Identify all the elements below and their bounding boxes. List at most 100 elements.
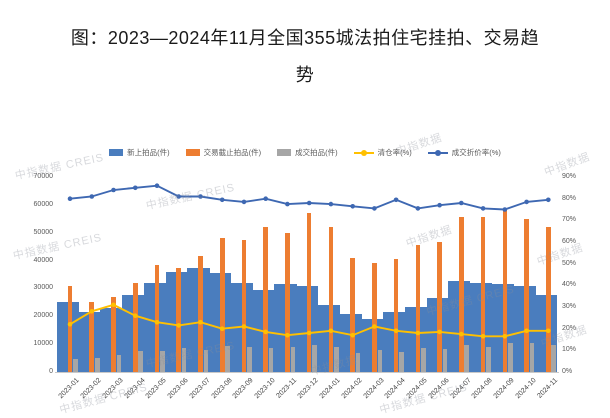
x-axis-category-label: 2023-04 (123, 377, 147, 401)
marker-成交折价率(%) (285, 201, 290, 207)
bar-成交拍品(件) (94, 358, 100, 372)
right-axis-tick-label: 10% (562, 346, 577, 354)
marker-成交折价率(%) (328, 201, 334, 207)
x-axis-category-label: 2023-06 (166, 377, 190, 401)
bar-交易截止拍品(件) (176, 267, 182, 372)
right-axis-tick-label: 20% (562, 324, 577, 332)
left-axis-tick-label: 70000 (33, 173, 53, 180)
legend-bar-swatch-icon (277, 149, 292, 156)
x-axis-category-label: 2024-11 (536, 377, 560, 400)
bar-成交拍品(件) (225, 345, 230, 372)
bar-成交拍品(件) (290, 346, 296, 372)
legend-label: 交易截止拍品(件) (203, 148, 262, 157)
right-axis-tick-label: 60% (562, 238, 577, 245)
marker-成交折价率(%) (176, 194, 181, 199)
bar-成交拍品(件) (247, 346, 252, 372)
marker-成交折价率(%) (219, 197, 225, 203)
bar-交易截止拍品(件) (285, 232, 290, 372)
bar-交易截止拍品(件) (524, 218, 529, 372)
left-axis-tick-label: 30000 (33, 284, 53, 292)
bar-成交拍品(件) (203, 349, 209, 372)
bar-交易截止拍品(件) (306, 213, 312, 372)
bar-交易截止拍品(件) (241, 239, 247, 372)
bar-成交拍品(件) (268, 348, 274, 372)
bar-交易截止拍品(件) (219, 238, 225, 372)
bar-交易截止拍品(件) (111, 296, 116, 372)
x-axis-category-label: 2023-10 (253, 377, 277, 401)
left-axis-tick-label: 60000 (33, 200, 53, 208)
marker-成交折价率(%) (241, 199, 247, 205)
legend-item-1: 交易截止拍品(件) (185, 147, 262, 158)
marker-成交折价率(%) (459, 200, 464, 206)
x-axis-category-label: 2024-03 (362, 377, 386, 401)
legend-item-2: 成交拍品(件) (277, 147, 338, 158)
x-axis-category-label: 2023-07 (188, 377, 212, 401)
left-axis-tick-label: 40000 (33, 256, 53, 264)
marker-成交折价率(%) (133, 185, 138, 191)
bar-交易截止拍品(件) (67, 285, 73, 372)
right-axis-tick-label: 30% (562, 303, 577, 310)
marker-成交折价率(%) (89, 194, 95, 199)
bar-成交拍品(件) (464, 344, 470, 372)
marker-成交折价率(%) (154, 183, 160, 188)
bar-交易截止拍品(件) (459, 217, 464, 372)
bar-交易截止拍品(件) (502, 210, 508, 372)
marker-成交折价率(%) (350, 204, 356, 209)
marker-成交折价率(%) (306, 200, 312, 206)
bar-交易截止拍品(件) (415, 245, 421, 372)
bar-成交拍品(件) (116, 355, 122, 372)
x-axis-category-label: 2023-05 (144, 377, 168, 401)
bar-成交拍品(件) (73, 359, 78, 372)
chart-legend: 新上拍品(件) 交易截止拍品(件) 成交拍品(件) 清仓率(%) 成交折价率(%) (0, 147, 610, 158)
legend-item-3: 清仓率(%) (353, 147, 412, 158)
right-axis-tick-label: 0% (562, 368, 573, 375)
marker-成交折价率(%) (111, 187, 116, 193)
legend-item-0: 新上拍品(件) (109, 147, 170, 158)
x-axis-category-label: 2024-07 (449, 377, 473, 401)
x-axis-category-label: 2024-10 (514, 377, 538, 401)
marker-成交折价率(%) (393, 197, 399, 203)
bar-交易截止拍品(件) (350, 257, 355, 372)
bar-成交拍品(件) (529, 343, 535, 372)
x-axis-category-label: 2024-08 (470, 377, 495, 401)
x-axis-category-label: 2024-06 (427, 377, 451, 401)
x-axis-category-label: 2024-02 (340, 377, 364, 401)
chart-title-line2: 势 (295, 65, 315, 85)
bar-成交拍品(件) (421, 348, 426, 372)
x-axis-category-label: 2023-12 (297, 377, 321, 401)
right-axis-tick-label: 90% (562, 173, 577, 180)
marker-成交折价率(%) (263, 196, 269, 201)
left-axis-tick-label: 0 (49, 368, 53, 375)
marker-成交折价率(%) (67, 196, 73, 201)
bar-交易截止拍品(件) (437, 242, 442, 372)
bar-交易截止拍品(件) (393, 259, 399, 372)
bar-交易截止拍品(件) (546, 227, 551, 372)
legend-line-swatch-icon (427, 148, 448, 157)
bar-成交拍品(件) (312, 344, 317, 372)
marker-成交折价率(%) (372, 206, 377, 211)
x-axis-category-label: 2024-05 (405, 377, 429, 401)
marker-成交折价率(%) (198, 194, 203, 199)
x-axis-category-label: 2023-11 (275, 377, 299, 400)
legend-label: 新上拍品(件) (127, 148, 170, 157)
x-axis-category-label: 2023-08 (210, 377, 234, 401)
legend-label: 成交拍品(件) (295, 148, 338, 157)
x-axis-category-label: 2024-01 (318, 377, 342, 401)
bar-成交拍品(件) (377, 349, 383, 372)
bar-交易截止拍品(件) (154, 264, 160, 372)
bar-成交拍品(件) (160, 351, 165, 372)
watermark: 中指数据 (404, 223, 454, 251)
x-axis-category-label: 2023-03 (101, 377, 125, 401)
x-axis-line (55, 372, 559, 373)
right-axis-tick-label: 80% (562, 194, 577, 202)
bar-交易截止拍品(件) (328, 227, 334, 372)
bar-成交拍品(件) (486, 346, 491, 372)
bar-交易截止拍品(件) (480, 217, 486, 372)
left-axis-tick-label: 10000 (33, 340, 53, 348)
bar-成交拍品(件) (442, 349, 448, 372)
right-axis-tick-label: 50% (562, 259, 577, 267)
legend-bar-swatch-icon (109, 149, 124, 156)
bar-成交拍品(件) (507, 343, 513, 372)
bar-成交拍品(件) (181, 348, 187, 372)
